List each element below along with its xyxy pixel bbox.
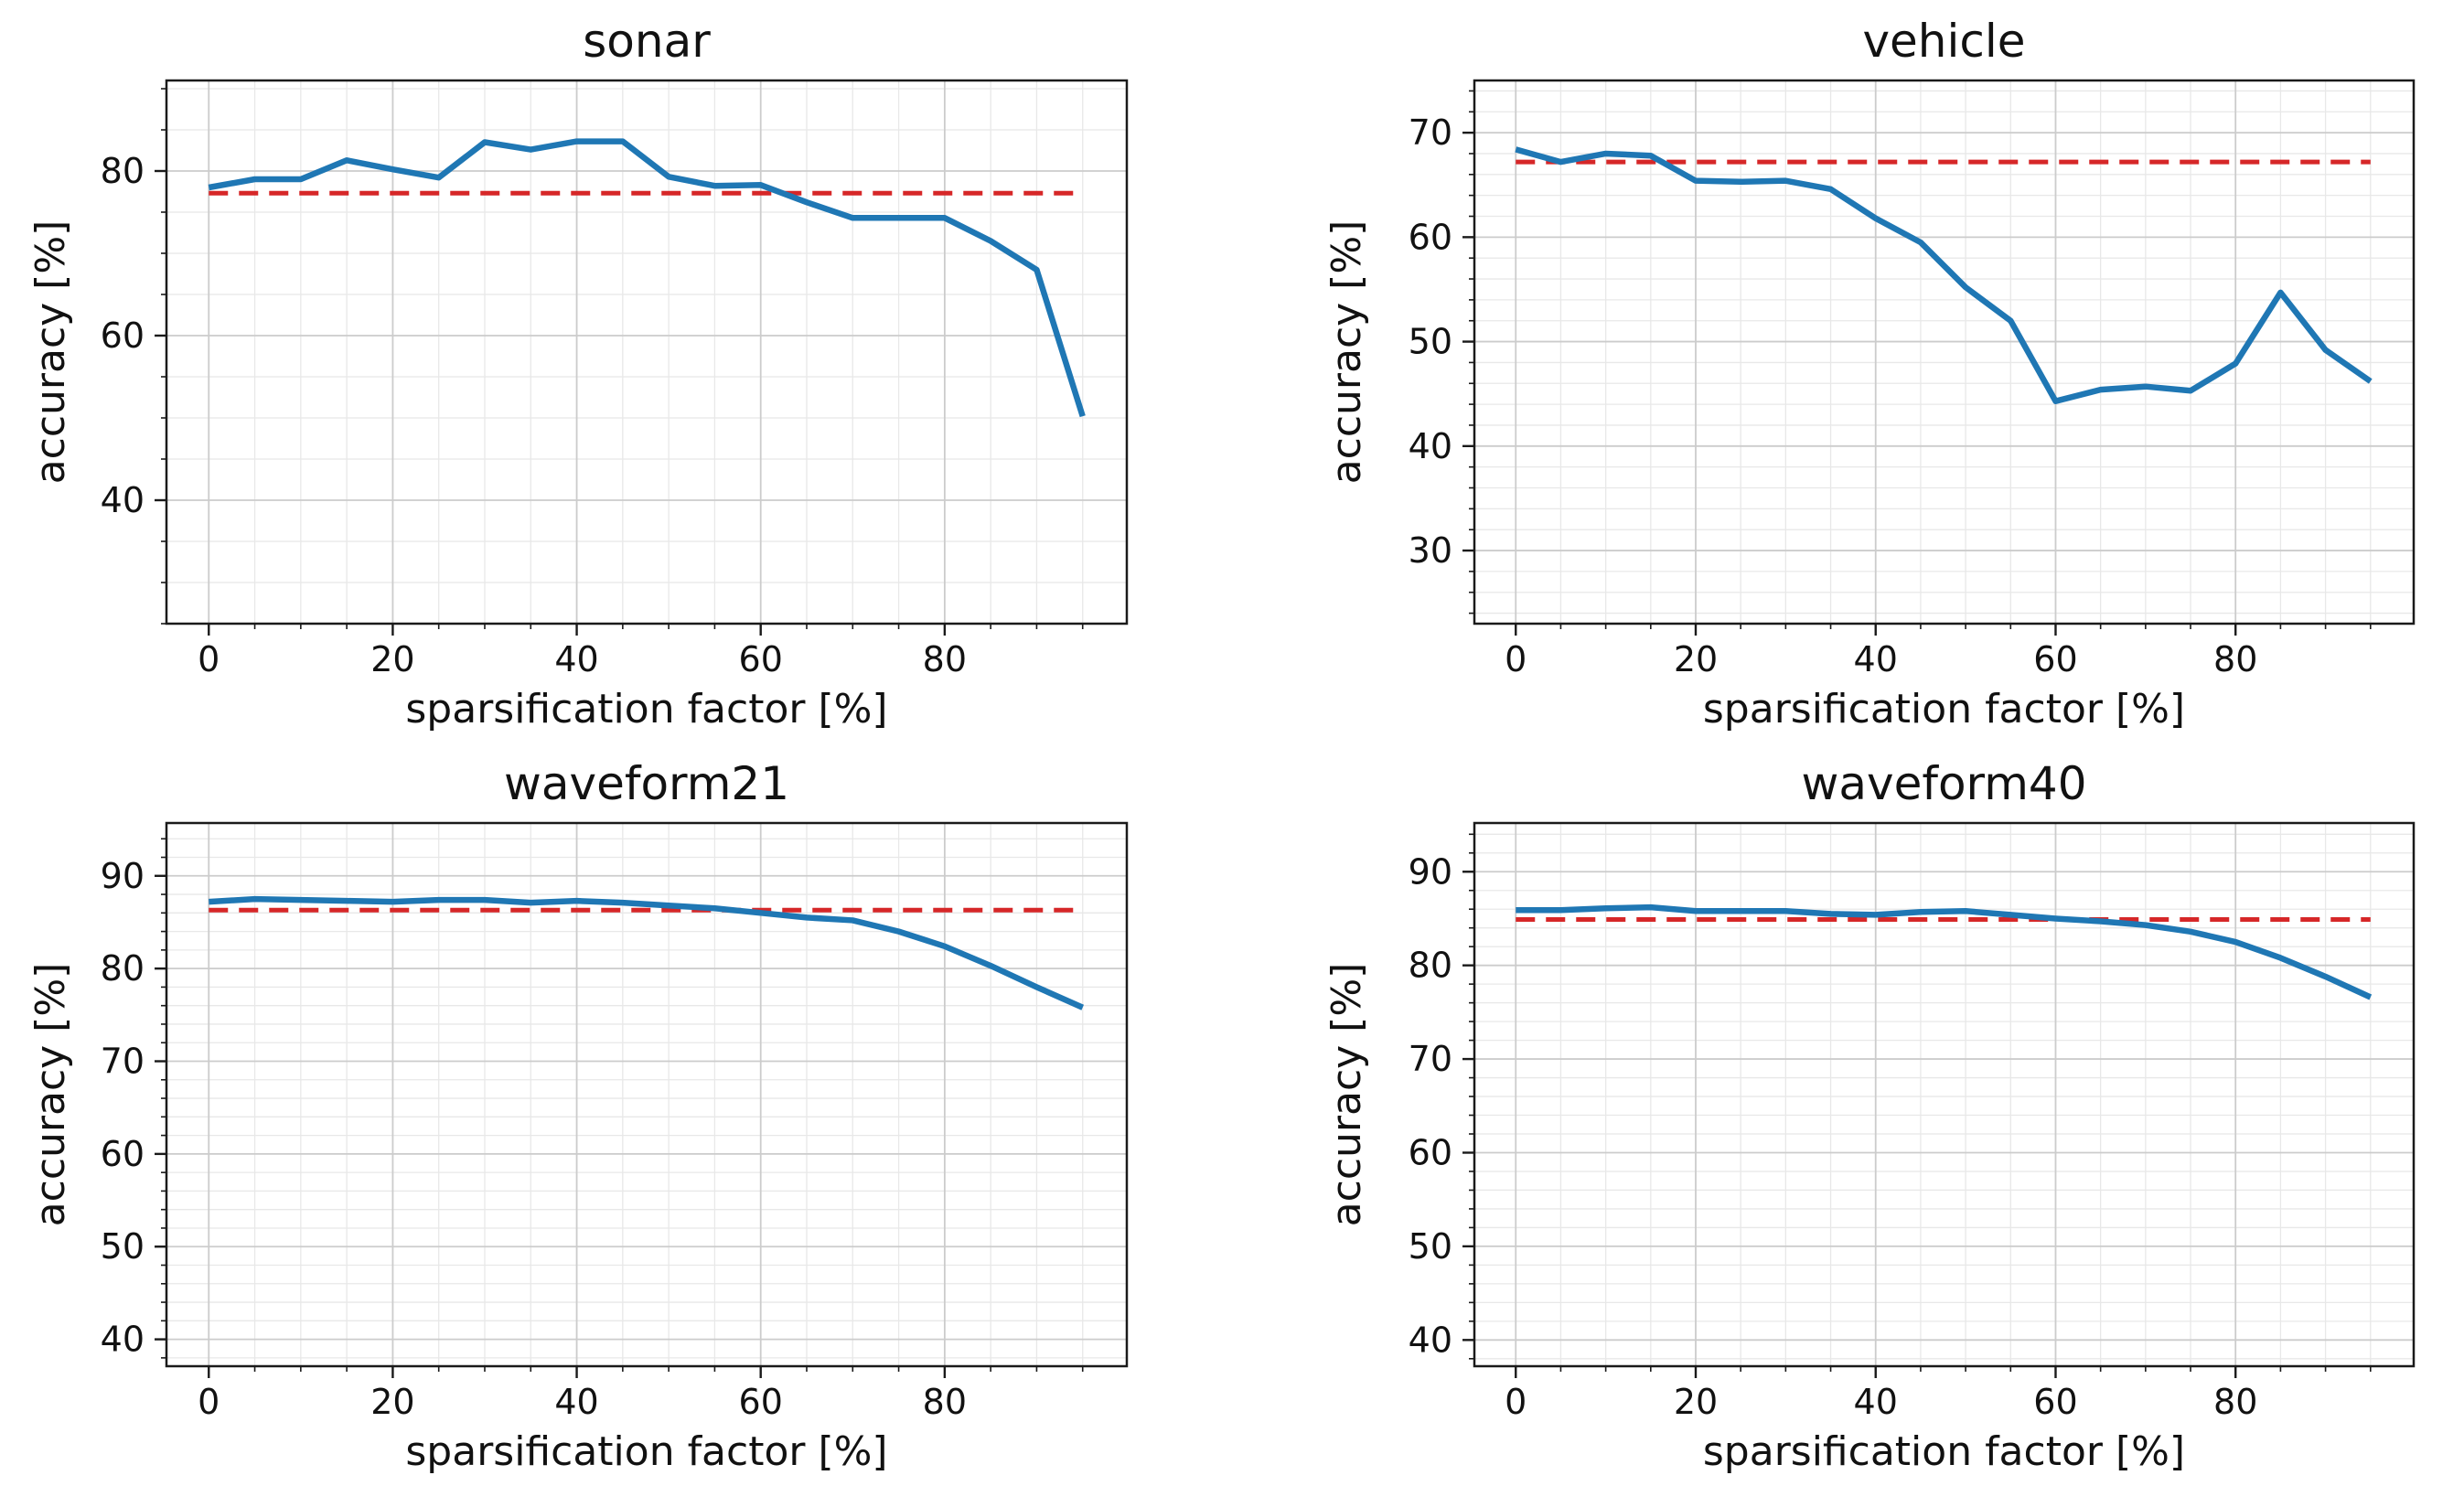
y-tick-label: 50 <box>1409 322 1452 362</box>
subplot-bottom-left: 0 20 40 60 80 40 50 60 70 80 90 waveform21 sparsific… <box>0 743 1232 1486</box>
y-tick-label: 70 <box>1409 1039 1452 1079</box>
y-tick-label: 40 <box>101 480 145 520</box>
x-tick-label: 20 <box>370 639 414 679</box>
accuracy-line <box>1516 903 2373 1000</box>
figure-background <box>0 0 1232 743</box>
chart-waveform40: 0 20 40 60 80 40 50 60 70 80 90 waveform40 sparsific… <box>1232 743 2464 1485</box>
y-tick-label: 40 <box>101 1320 145 1360</box>
y-tick-label: 50 <box>101 1226 145 1267</box>
chart-title: vehicle <box>1862 15 2025 68</box>
x-tick-label: 20 <box>1674 639 1718 679</box>
axes-spines <box>1473 79 2416 625</box>
chart-title: waveform40 <box>1801 757 2086 810</box>
figure-background <box>1232 0 2464 743</box>
x-tick-label: 40 <box>1854 1382 1898 1422</box>
y-tick-label: 70 <box>1409 112 1452 153</box>
x-tick-label: 40 <box>1854 639 1898 679</box>
x-axis-label: sparsification factor [%] <box>405 1428 887 1475</box>
x-tick-label: 40 <box>554 639 598 679</box>
x-tick-label: 40 <box>554 1382 598 1422</box>
y-tick-label: 40 <box>1409 426 1452 466</box>
y-tick-label: 80 <box>101 151 145 191</box>
y-axis-label: accuracy [%] <box>27 963 74 1227</box>
y-tick-label: 50 <box>1409 1226 1452 1267</box>
x-tick-label: 80 <box>923 1382 967 1422</box>
x-axis-label: sparsification factor [%] <box>1703 1428 2185 1475</box>
x-tick-label: 60 <box>2033 639 2077 679</box>
x-tick-label: 0 <box>1505 1382 1527 1422</box>
y-tick-label: 40 <box>1409 1320 1452 1360</box>
axes-spines <box>165 821 1129 1368</box>
x-axis-label: sparsification factor [%] <box>1703 686 2185 732</box>
subplot-bottom-right: 0 20 40 60 80 40 50 60 70 80 90 waveform40 sparsific… <box>1232 743 2464 1486</box>
y-tick-label: 60 <box>101 1134 145 1174</box>
x-axis-label: sparsification factor [%] <box>405 686 887 732</box>
x-tick-label: 80 <box>2213 1382 2257 1422</box>
chart-title: waveform21 <box>504 757 789 810</box>
chart-sonar: 0 20 40 60 80 40 60 80 sonar sparsification facto… <box>0 0 1232 743</box>
y-axis-label: accuracy [%] <box>1323 963 1370 1227</box>
y-tick-label: 80 <box>101 948 145 989</box>
subplot-top-right: 0 20 40 60 80 30 40 50 60 70 vehicle sparsification… <box>1232 0 2464 743</box>
x-tick-label: 20 <box>370 1382 414 1422</box>
x-tick-label: 80 <box>2213 639 2257 679</box>
chart-title: sonar <box>583 15 711 68</box>
y-tick-label: 80 <box>1409 946 1452 986</box>
subplot-top-left: 0 20 40 60 80 40 60 80 sonar sparsification facto… <box>0 0 1232 743</box>
accuracy-line <box>1515 146 2373 404</box>
y-tick-label: 30 <box>1409 530 1452 571</box>
axes-spines <box>1473 821 2416 1368</box>
figure-background <box>1232 743 2464 1485</box>
chart-waveform21: 0 20 40 60 80 40 50 60 70 80 90 waveform21 sparsific… <box>0 743 1232 1485</box>
y-tick-label: 90 <box>1409 851 1452 892</box>
x-tick-label: 0 <box>198 1382 220 1422</box>
accuracy-line <box>209 895 1085 1010</box>
chart-vehicle: 0 20 40 60 80 30 40 50 60 70 vehicle sparsification… <box>1232 0 2464 743</box>
axes-spines <box>165 79 1129 625</box>
accuracy-line <box>208 138 1086 418</box>
y-axis-label: accuracy [%] <box>27 220 74 485</box>
y-tick-label: 60 <box>1409 217 1452 257</box>
x-tick-label: 60 <box>2033 1382 2077 1422</box>
y-tick-label: 60 <box>101 315 145 356</box>
y-axis-label: accuracy [%] <box>1323 220 1370 485</box>
x-tick-label: 0 <box>1505 639 1527 679</box>
figure-background <box>0 743 1232 1485</box>
x-tick-label: 0 <box>198 639 220 679</box>
y-tick-label: 90 <box>101 856 145 896</box>
y-tick-label: 60 <box>1409 1132 1452 1172</box>
x-tick-label: 80 <box>923 639 967 679</box>
x-tick-label: 20 <box>1674 1382 1718 1422</box>
y-tick-label: 70 <box>101 1042 145 1082</box>
x-tick-label: 60 <box>739 1382 783 1422</box>
x-tick-label: 60 <box>739 639 783 679</box>
